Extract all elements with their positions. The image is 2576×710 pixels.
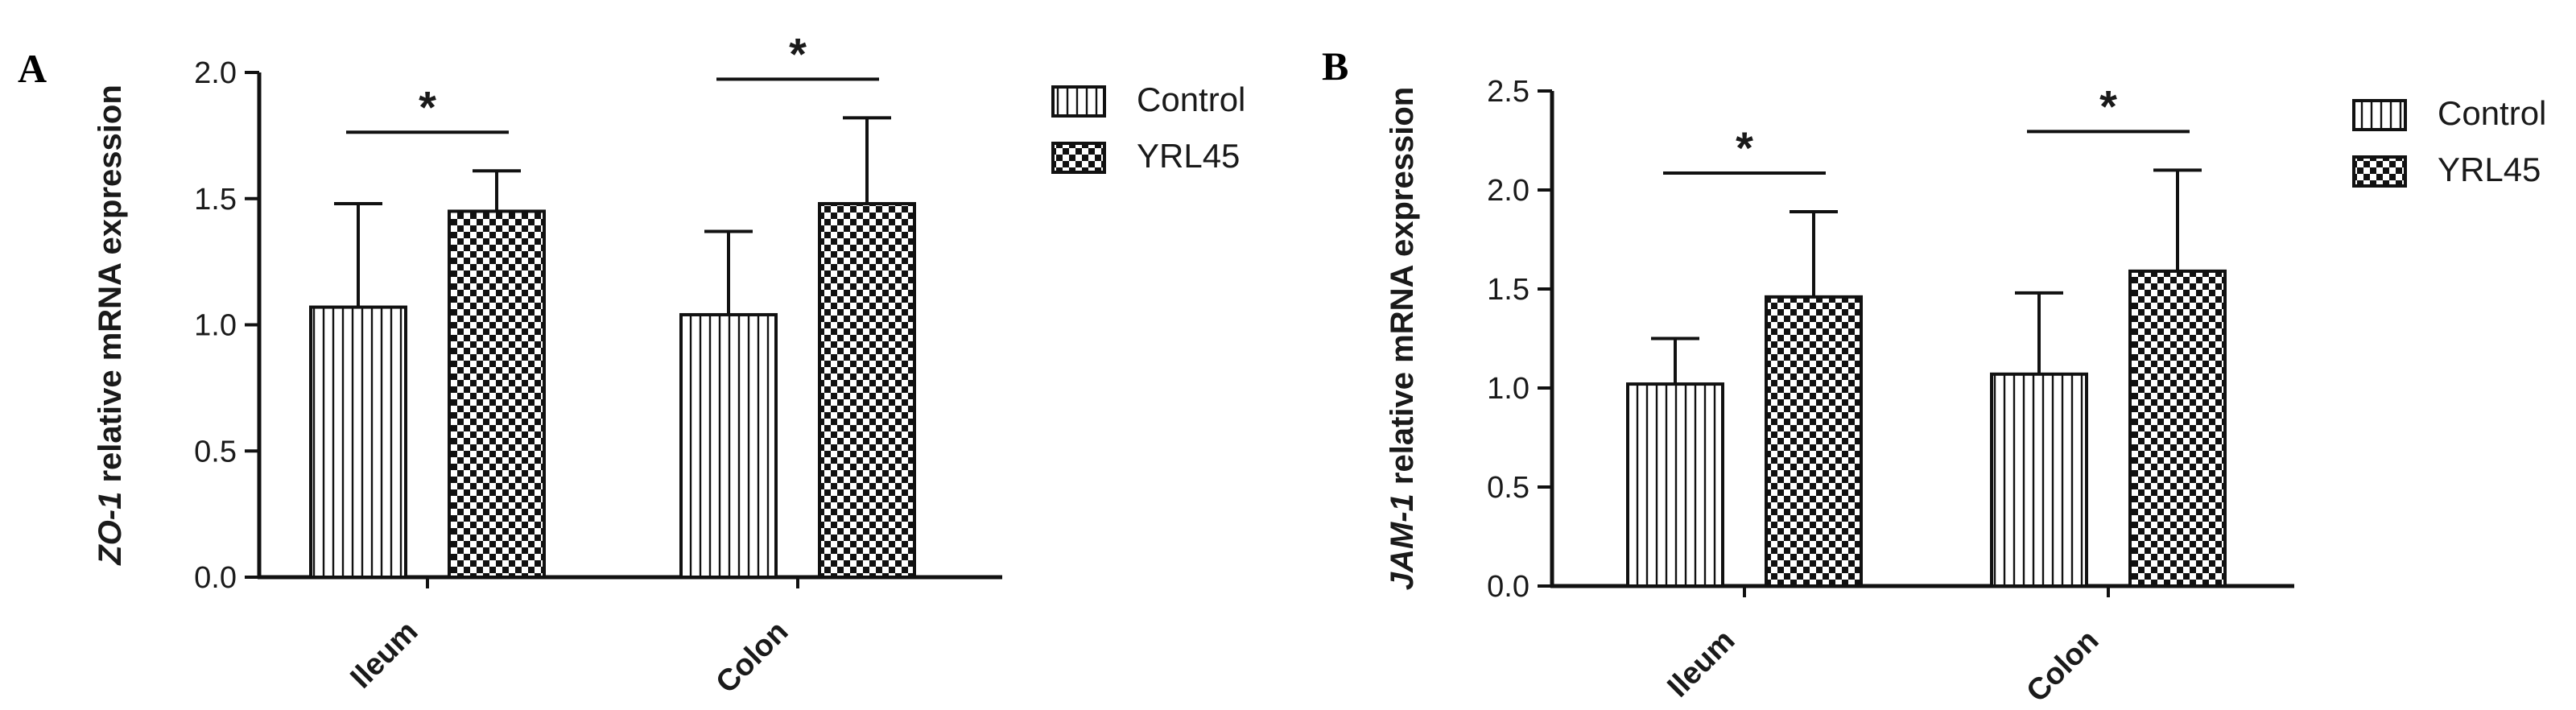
bar-control-ileum — [1626, 382, 1724, 588]
panel-letter: A — [18, 46, 47, 91]
y-tick-label: 0.0 — [1487, 570, 1530, 604]
legend-swatch-yrl45 — [2352, 155, 2407, 188]
y-tick-label: 1.0 — [194, 309, 237, 343]
bar-yrl45-ileum — [448, 209, 546, 579]
significance-mark: * — [1736, 122, 1753, 173]
y-tick-label: 0.0 — [194, 561, 237, 595]
y-axis-label-gene: JAM-1 — [1385, 493, 1420, 590]
legend-label-control: Control — [1137, 80, 1245, 118]
y-tick-label: 2.5 — [1487, 75, 1530, 109]
y-axis-label-rest: relative mRNA expression — [1385, 87, 1420, 493]
legend-label-yrl45: YRL45 — [1137, 137, 1240, 175]
legend-label-control: Control — [2438, 94, 2546, 132]
bar-yrl45-colon — [818, 202, 916, 580]
chart-panel-b: B 0.0 0.5 1.0 1.5 2.0 2.5 JAM-1 relative mRNA e… — [1322, 43, 2546, 708]
x-tick-label: Ileum — [344, 615, 424, 696]
y-axis-label-rest: relative mRNA expression — [93, 85, 128, 491]
y-tick-label: 2.0 — [1487, 174, 1530, 208]
legend-swatch-control — [1051, 85, 1106, 118]
y-axis-label-gene: ZO-1 — [93, 492, 128, 566]
y-tick-label: 0.5 — [194, 435, 237, 469]
x-tick-label: Colon — [710, 615, 795, 700]
y-tick-label: 1.5 — [1487, 273, 1530, 307]
bar-yrl45-colon — [2128, 269, 2227, 588]
bar-yrl45-ileum — [1765, 295, 1863, 588]
x-tick-label: Colon — [2021, 624, 2106, 709]
legend-swatch-yrl45 — [1051, 142, 1106, 174]
panel-letter: B — [1322, 43, 1348, 89]
y-axis-label: JAM-1 relative mRNA expression — [1385, 87, 1420, 590]
y-tick-label: 0.5 — [1487, 471, 1530, 505]
y-axis-label: ZO-1 relative mRNA expression — [93, 85, 128, 566]
y-tick-label: 1.0 — [1487, 372, 1530, 406]
legend-swatch-control — [2352, 99, 2407, 131]
y-tick-label: 1.5 — [194, 183, 237, 217]
legend-label-yrl45: YRL45 — [2438, 151, 2541, 188]
significance-mark: * — [2099, 80, 2117, 131]
significance-mark: * — [419, 81, 436, 132]
bar-control-ileum — [309, 305, 407, 579]
x-tick-label: Ileum — [1661, 624, 1741, 704]
y-tick-label: 2.0 — [194, 56, 237, 90]
chart-panel-a: A 0.0 0.5 1.0 1.5 2.0 ZO-1 relative mRNA expre… — [18, 28, 1245, 700]
bar-control-colon — [679, 312, 778, 579]
bar-control-colon — [1990, 372, 2088, 588]
significance-mark: * — [789, 28, 807, 79]
